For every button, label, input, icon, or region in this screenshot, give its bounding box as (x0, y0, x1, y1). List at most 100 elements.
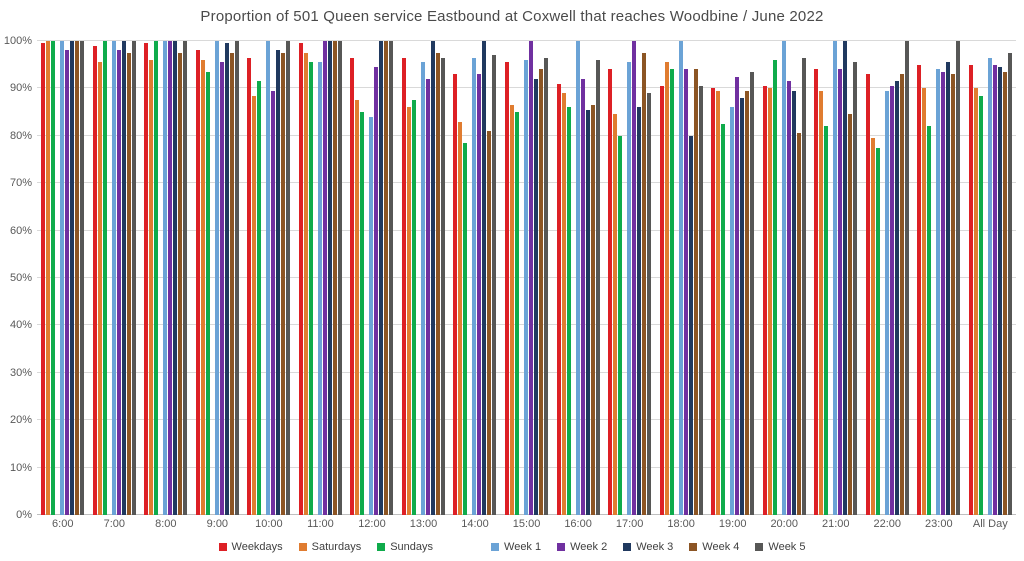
bar-group (707, 41, 759, 515)
x-axis-label: 15:00 (512, 518, 541, 530)
bar (951, 74, 956, 515)
bar (693, 69, 698, 515)
x-axis-label: 13:00 (409, 518, 438, 530)
bar (613, 114, 618, 515)
legend-swatch-icon (491, 543, 500, 551)
bar (183, 41, 188, 515)
x-axis: 6:00 7:00 8:00 9:00 10:00 11:00 12:00 13:00 14:0… (37, 518, 1016, 530)
bar (472, 57, 477, 515)
bar (647, 93, 652, 515)
y-axis-label: 80% (9, 129, 32, 142)
bar (664, 62, 669, 515)
bar (298, 43, 303, 515)
bar (355, 100, 360, 515)
legend-item: Week 4 (689, 541, 739, 553)
bar (126, 52, 131, 515)
legend-label: Week 4 (702, 541, 740, 553)
bar (149, 59, 154, 515)
bar (116, 50, 121, 515)
bar (389, 41, 394, 515)
bar (154, 41, 159, 515)
bar-group (758, 41, 810, 515)
bar (121, 41, 126, 515)
bar-group (449, 41, 501, 515)
bar (538, 69, 543, 515)
legend-swatch-icon (557, 543, 566, 551)
bar-group (655, 41, 707, 515)
bar (585, 109, 590, 515)
bar (884, 90, 889, 515)
bar (637, 107, 642, 515)
x-axis-label: 16:00 (564, 518, 592, 530)
bar (730, 107, 735, 515)
bar (927, 126, 932, 515)
bar (838, 69, 843, 515)
bar (772, 59, 777, 515)
bar (195, 50, 200, 515)
bar-group (861, 41, 913, 515)
bar (875, 147, 880, 515)
bar (276, 50, 281, 515)
bar-group (295, 41, 347, 515)
bar (281, 52, 286, 515)
legend-item: Sundays (377, 541, 433, 553)
legend-label: Saturdays (311, 541, 362, 553)
bar-group (243, 41, 295, 515)
bar-group (89, 41, 141, 515)
legend-label: Weekdays (231, 541, 283, 553)
bar (46, 41, 51, 515)
y-axis-label: 0% (16, 509, 32, 521)
legend-swatch-icon (298, 543, 307, 551)
plot-area (37, 40, 1016, 515)
bar (97, 62, 102, 515)
bar (683, 69, 688, 515)
bar (1002, 71, 1007, 515)
x-axis-label: 10:00 (255, 518, 283, 530)
bar (303, 52, 308, 515)
bar-group (501, 41, 553, 515)
bar (401, 57, 406, 515)
legend-label: Week 3 (636, 541, 674, 553)
y-axis-label: 30% (9, 366, 32, 379)
bar (1007, 52, 1012, 515)
legend-item: Week 2 (557, 541, 607, 553)
bar (286, 41, 291, 515)
y-axis-label: 50% (9, 272, 32, 284)
y-axis-label: 100% (3, 35, 32, 47)
bar (374, 67, 379, 515)
bar (435, 52, 440, 515)
bar (369, 116, 374, 515)
bar (590, 105, 595, 515)
chart-title: Proportion of 501 Queen service Eastboun… (200, 8, 824, 25)
bar (922, 88, 927, 515)
bar (75, 41, 80, 515)
bar (711, 88, 716, 515)
bar (317, 62, 322, 515)
bar (750, 71, 755, 515)
bar (102, 41, 107, 515)
bar (163, 41, 168, 515)
bar (889, 86, 894, 515)
bar-group (37, 41, 89, 515)
y-axis-label: 20% (9, 414, 32, 427)
bar (543, 57, 548, 515)
bar (659, 86, 664, 515)
bar (632, 41, 637, 515)
bar (899, 74, 904, 515)
bar (740, 97, 745, 515)
bar (642, 52, 647, 515)
bar (92, 45, 97, 515)
x-axis-label: All Day (972, 518, 1008, 530)
bar (767, 88, 772, 515)
bar-group (552, 41, 604, 515)
bar (430, 41, 435, 515)
legend-swatch-icon (377, 543, 386, 551)
x-axis-label: 14:00 (461, 518, 489, 530)
bar (322, 41, 327, 515)
bar (453, 74, 458, 515)
bar (131, 41, 136, 515)
bar-group (398, 41, 450, 515)
bar (80, 41, 85, 515)
bar (853, 62, 858, 515)
